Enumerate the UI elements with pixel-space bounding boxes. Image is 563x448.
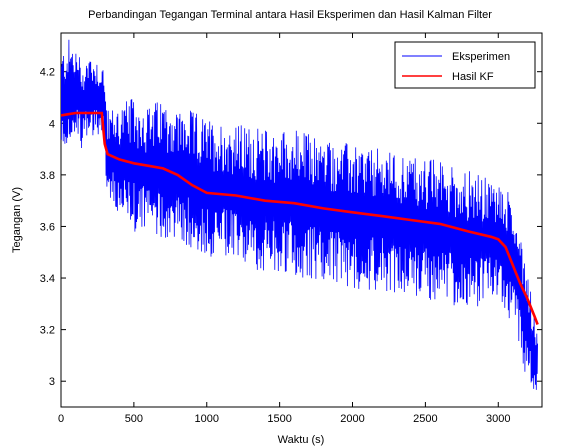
y-tick-label: 4 — [49, 118, 55, 130]
x-tick-label: 500 — [125, 413, 143, 425]
plot-clip-group — [61, 39, 539, 390]
x-tick-label: 2500 — [413, 413, 437, 425]
y-tick-label: 4.2 — [40, 67, 55, 79]
y-tick-label: 3.6 — [40, 221, 55, 233]
x-tick-label: 0 — [58, 413, 64, 425]
y-tick-label: 3.2 — [40, 325, 55, 337]
x-tick-label: 1500 — [267, 413, 291, 425]
legend-box — [394, 41, 536, 89]
legend: Eksperimen Hasil KF — [394, 41, 536, 89]
x-tick-label: 2000 — [340, 413, 364, 425]
series-line-hasil-kf — [61, 111, 539, 325]
y-tick-label: 3.8 — [40, 170, 55, 182]
y-axis-label: Tegangan (V) — [11, 187, 23, 253]
legend-label-eksperimen: Eksperimen — [452, 51, 510, 63]
y-tick-label: 3 — [49, 376, 55, 388]
legend-label-hasil-kf: Hasil KF — [452, 71, 494, 83]
x-tick-label: 1000 — [195, 413, 219, 425]
x-axis: 0 500 1000 1500 2000 2500 3000 — [58, 33, 511, 425]
chart-title: Perbandingan Tegangan Terminal antara Ha… — [88, 9, 492, 21]
y-tick-label: 3.4 — [40, 273, 55, 285]
y-axis: 3 3.2 3.4 3.6 3.8 4 4.2 — [40, 67, 542, 388]
x-axis-label: Waktu (s) — [278, 434, 325, 446]
x-tick-label: 3000 — [486, 413, 510, 425]
